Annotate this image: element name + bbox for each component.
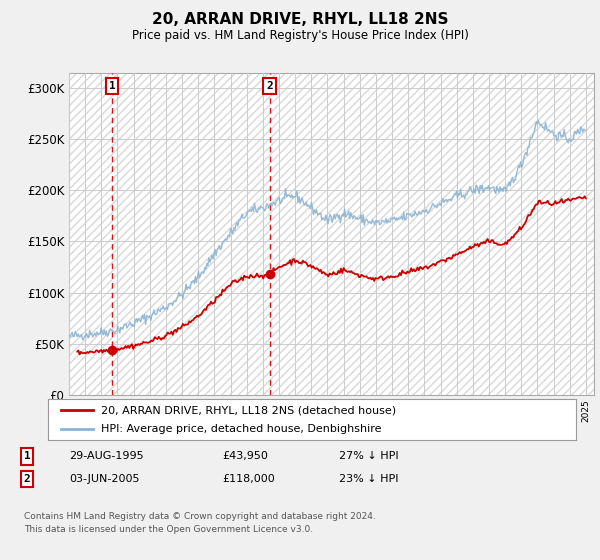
Text: 23% ↓ HPI: 23% ↓ HPI	[339, 474, 398, 484]
Text: 29-AUG-1995: 29-AUG-1995	[69, 451, 143, 461]
Text: £43,950: £43,950	[222, 451, 268, 461]
Text: 03-JUN-2005: 03-JUN-2005	[69, 474, 139, 484]
Text: 2: 2	[266, 81, 273, 91]
Text: 20, ARRAN DRIVE, RHYL, LL18 2NS: 20, ARRAN DRIVE, RHYL, LL18 2NS	[152, 12, 448, 27]
Text: 27% ↓ HPI: 27% ↓ HPI	[339, 451, 398, 461]
Text: 2: 2	[23, 474, 31, 484]
Text: Price paid vs. HM Land Registry's House Price Index (HPI): Price paid vs. HM Land Registry's House …	[131, 29, 469, 42]
Text: Contains HM Land Registry data © Crown copyright and database right 2024.
This d: Contains HM Land Registry data © Crown c…	[24, 512, 376, 534]
Text: 1: 1	[23, 451, 31, 461]
Text: 20, ARRAN DRIVE, RHYL, LL18 2NS (detached house): 20, ARRAN DRIVE, RHYL, LL18 2NS (detache…	[101, 405, 396, 415]
Text: £118,000: £118,000	[222, 474, 275, 484]
Text: 1: 1	[109, 81, 115, 91]
Text: HPI: Average price, detached house, Denbighshire: HPI: Average price, detached house, Denb…	[101, 424, 382, 433]
